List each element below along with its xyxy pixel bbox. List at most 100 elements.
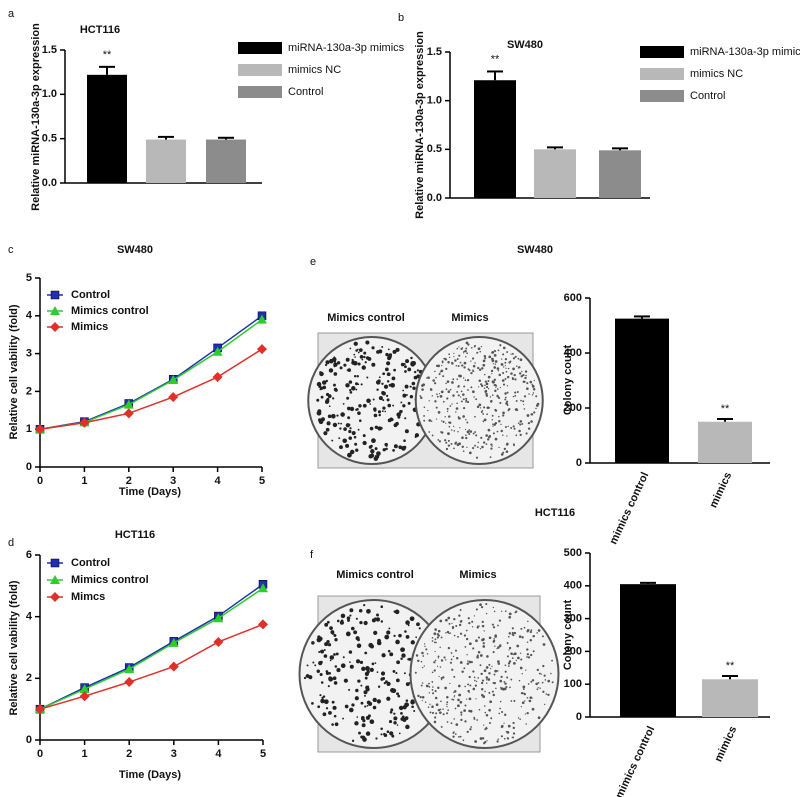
- colony-dot: [428, 692, 431, 694]
- colony-dot: [473, 717, 476, 720]
- colony-dot: [360, 383, 363, 386]
- y-tick-label: 500: [564, 547, 582, 559]
- colony-dot: [481, 620, 484, 624]
- y-tick-label: 4: [26, 611, 33, 623]
- colony-dot: [413, 709, 416, 712]
- colony-dot: [452, 394, 455, 397]
- colony-dot: [515, 610, 518, 613]
- colony-dot: [480, 436, 483, 439]
- colony-dot: [499, 645, 502, 648]
- colony-dot: [334, 665, 338, 668]
- colony-dot: [504, 392, 507, 395]
- colony-dot: [436, 395, 439, 398]
- colony-dot: [325, 360, 330, 365]
- colony-dot: [457, 698, 460, 702]
- colony-dot: [439, 666, 442, 668]
- image-label: Mimics control: [327, 312, 405, 324]
- colony-dot: [446, 721, 449, 723]
- colony-dot: [437, 657, 439, 659]
- colony-dot: [319, 371, 322, 374]
- colony-dot: [515, 365, 518, 368]
- marker: [213, 636, 224, 647]
- colony-dot: [537, 686, 539, 689]
- x-tick-label: 5: [260, 748, 266, 760]
- colony-dot: [488, 722, 491, 725]
- colony-dot: [327, 685, 330, 688]
- colony-dot: [423, 665, 425, 667]
- colony-dot: [495, 384, 498, 387]
- colony-dot: [439, 708, 442, 711]
- colony-dot: [327, 643, 332, 647]
- colony-dot: [333, 365, 336, 368]
- colony-dot: [371, 618, 376, 623]
- marker: [258, 619, 268, 630]
- colony-dot: [507, 662, 511, 665]
- colony-dot: [452, 378, 455, 381]
- colony-dot: [453, 618, 456, 621]
- marker: [168, 637, 179, 647]
- colony-dot: [384, 385, 388, 388]
- colony-dot: [478, 386, 480, 388]
- x-tick-label: mimics control: [607, 470, 651, 546]
- colony-dot: [388, 353, 393, 357]
- colony-dot: [513, 631, 517, 635]
- colony-dot: [453, 690, 457, 693]
- colony-dot: [536, 402, 540, 406]
- colony-dot: [506, 351, 509, 353]
- colony-dot: [446, 705, 448, 708]
- colony-dot: [482, 363, 486, 367]
- bar: [698, 421, 752, 463]
- colony-dot: [532, 387, 536, 391]
- colony-dot: [505, 370, 508, 373]
- colony-dot: [515, 434, 518, 437]
- colony-dot: [447, 390, 451, 393]
- colony-dot: [415, 636, 418, 639]
- colony-dot: [480, 606, 484, 609]
- colony-dot: [480, 672, 483, 676]
- colony-dot: [348, 436, 353, 440]
- colony-dot: [432, 379, 435, 382]
- colony-dot: [464, 646, 467, 648]
- colony-dot: [400, 657, 403, 660]
- colony-dot: [531, 384, 535, 388]
- colony-dot: [375, 737, 378, 740]
- colony-dot: [421, 666, 424, 669]
- chart-title: SW480: [117, 244, 153, 256]
- colony-dot: [508, 632, 512, 635]
- colony-dot: [486, 655, 489, 658]
- colony-dot: [540, 673, 542, 675]
- colony-dot: [377, 685, 381, 688]
- colony-dot: [349, 347, 352, 350]
- colony-dot: [526, 648, 529, 651]
- colony-dot: [374, 447, 378, 451]
- colony-dot: [525, 723, 527, 725]
- colony-dot: [498, 373, 502, 377]
- colony-dot: [361, 723, 366, 728]
- colony-dot: [328, 676, 333, 681]
- colony-dot: [490, 400, 493, 403]
- colony-dot: [428, 686, 431, 688]
- colony-dot: [349, 430, 352, 433]
- legend-label: Control: [288, 86, 323, 98]
- colony-dot: [323, 648, 326, 651]
- colony-dot: [442, 400, 445, 403]
- colony-dot: [351, 358, 354, 362]
- colony-dot: [468, 451, 472, 455]
- colony-dot: [330, 630, 335, 635]
- panel-letter: d: [8, 537, 14, 549]
- colony-dot: [372, 705, 377, 710]
- colony-dot: [497, 370, 499, 372]
- colony-dot: [356, 375, 359, 378]
- colony-dot: [392, 670, 396, 673]
- colony-dot: [419, 395, 421, 397]
- colony-dot: [326, 397, 330, 401]
- colony-dot: [432, 686, 434, 688]
- colony-dot: [364, 705, 367, 708]
- colony-dot: [380, 733, 383, 736]
- colony-dot: [483, 418, 487, 422]
- colony-dot: [353, 630, 358, 635]
- colony-dot: [533, 411, 536, 414]
- marker: [79, 691, 90, 702]
- y-tick-label: 100: [564, 678, 582, 690]
- colony-dot: [331, 439, 334, 442]
